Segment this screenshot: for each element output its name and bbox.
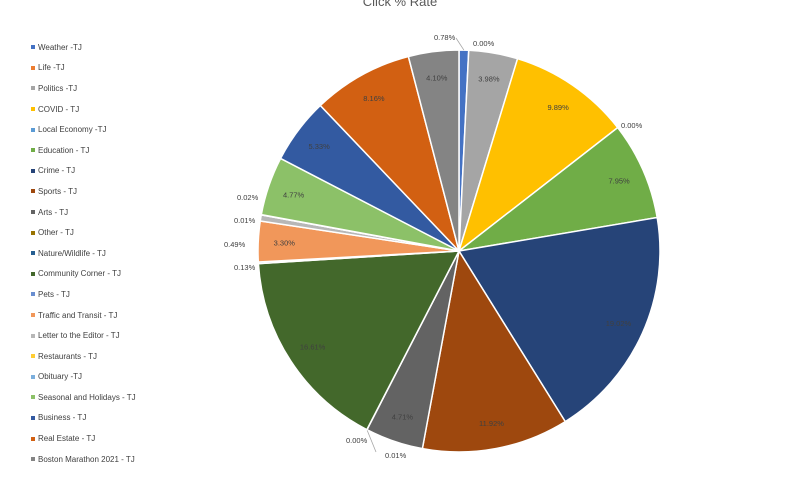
slice-label: 0.02% (237, 193, 259, 202)
slice-label: 0.78% (434, 33, 456, 42)
legend-swatch (31, 251, 35, 256)
slice-label: 0.00% (621, 121, 643, 130)
legend-label: Nature/Wildlife - TJ (38, 248, 106, 258)
legend-label: Real Estate - TJ (38, 434, 96, 444)
slice-label: 8.16% (363, 94, 385, 103)
legend-item: Other - TJ (31, 222, 136, 243)
legend-item: Traffic and Transit - TJ (31, 305, 136, 326)
legend-label: COVID - TJ (38, 104, 80, 114)
legend-item: Sports - TJ (31, 181, 136, 202)
legend-label: Community Corner - TJ (38, 269, 121, 279)
legend-item: Education - TJ (31, 140, 136, 161)
slice-label: 9.89% (547, 103, 569, 112)
legend-label: Other - TJ (38, 228, 74, 238)
legend: Weather -TJ Life -TJ Politics -TJ COVID - T… (31, 37, 136, 469)
legend-label: Pets - TJ (38, 289, 70, 299)
legend-item: Pets - TJ (31, 284, 136, 305)
legend-item: Seasonal and Holidays - TJ (31, 387, 136, 408)
slice-label: 4.77% (283, 190, 305, 199)
pie-slice (458, 126, 659, 252)
legend-label: Obituary -TJ (38, 372, 83, 382)
legend-label: Life -TJ (38, 63, 65, 73)
pie-slice (257, 250, 461, 431)
legend-swatch (31, 168, 35, 173)
leader-line (366, 429, 377, 453)
legend-swatch (31, 230, 35, 235)
legend-swatch (31, 65, 35, 70)
legend-item: Real Estate - TJ (31, 428, 136, 449)
legend-swatch (31, 127, 35, 132)
legend-label: Business - TJ (38, 413, 87, 423)
slice-label: 0.49% (224, 240, 246, 249)
legend-swatch (31, 436, 35, 441)
legend-swatch (31, 189, 35, 194)
legend-swatch (31, 271, 35, 276)
slice-label: 3.98% (478, 75, 500, 84)
legend-swatch (31, 210, 35, 215)
slice-label: 0.00% (346, 436, 368, 445)
legend-label: Boston Marathon 2021 - TJ (38, 454, 135, 464)
legend-swatch (31, 45, 35, 50)
pie-slice (457, 57, 619, 254)
legend-label: Politics -TJ (38, 83, 78, 93)
legend-label: Seasonal and Holidays - TJ (38, 392, 136, 402)
slice-label: 3.30% (274, 239, 296, 248)
legend-label: Weather -TJ (38, 42, 82, 52)
slice-label: 0.01% (385, 451, 407, 460)
legend-item: Boston Marathon 2021 - TJ (31, 449, 136, 470)
legend-item: Weather -TJ (31, 37, 136, 58)
pie-slice (319, 55, 461, 254)
legend-label: Education - TJ (38, 145, 90, 155)
legend-swatch (31, 374, 35, 379)
legend-label: Arts - TJ (38, 207, 69, 217)
legend-label: Sports - TJ (38, 186, 77, 196)
legend-item: Obituary -TJ (31, 367, 136, 388)
legend-swatch (31, 395, 35, 400)
slice-label: 7.95% (608, 177, 630, 186)
legend-swatch (31, 86, 35, 91)
legend-label: Local Economy -TJ (38, 125, 107, 135)
legend-label: Traffic and Transit - TJ (38, 310, 118, 320)
legend-item: COVID - TJ (31, 99, 136, 120)
chart-title: Click % Rate (362, 0, 438, 9)
legend-swatch (31, 415, 35, 420)
legend-item: Nature/Wildlife - TJ (31, 243, 136, 264)
legend-label: Crime - TJ (38, 166, 76, 176)
legend-item: Business - TJ (31, 408, 136, 429)
pie-slice (407, 49, 460, 252)
pie-slice (421, 248, 567, 453)
legend-item: Life -TJ (31, 58, 136, 79)
legend-item: Arts - TJ (31, 202, 136, 223)
slice-label: 11.92% (479, 419, 504, 428)
legend-label: Letter to the Editor - TJ (38, 331, 120, 341)
slice-label: 19.02% (606, 319, 632, 328)
legend-item: Local Economy -TJ (31, 119, 136, 140)
slice-label: 4.71% (392, 412, 414, 421)
legend-item: Crime - TJ (31, 161, 136, 182)
slice-label: 0.01% (234, 216, 256, 225)
legend-swatch (31, 292, 35, 297)
legend-swatch (31, 333, 35, 338)
leader-line (455, 37, 465, 51)
pie-slice (457, 216, 661, 423)
legend-swatch (31, 107, 35, 112)
slice-label: 0.13% (234, 263, 256, 272)
legend-label: Restaurants - TJ (38, 351, 97, 361)
slice-label: 5.33% (309, 142, 331, 151)
legend-item: Politics -TJ (31, 78, 136, 99)
legend-item: Restaurants - TJ (31, 346, 136, 367)
legend-swatch (31, 354, 35, 359)
slice-label: 4.10% (426, 74, 448, 83)
legend-swatch (31, 148, 35, 153)
legend-item: Community Corner - TJ (31, 264, 136, 285)
slice-label: 16.61% (300, 343, 326, 352)
slice-label: 0.00% (473, 39, 495, 48)
legend-swatch (31, 313, 35, 318)
legend-item: Letter to the Editor - TJ (31, 325, 136, 346)
legend-swatch (31, 457, 35, 462)
